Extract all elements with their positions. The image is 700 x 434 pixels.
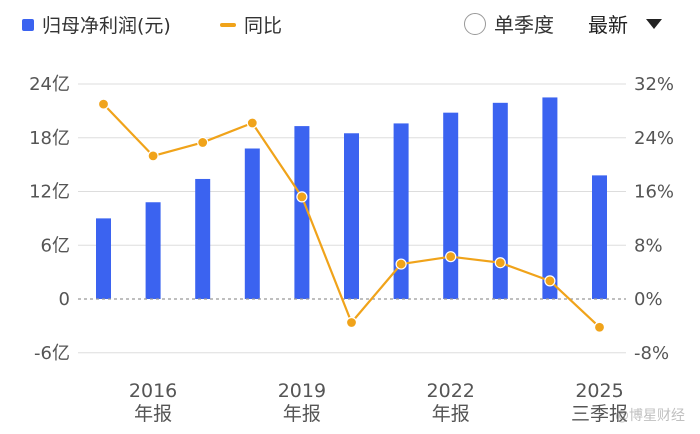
radio-icon[interactable]: [464, 12, 486, 35]
yoy-point: [395, 258, 407, 270]
x-tick-period: 年报: [432, 403, 470, 425]
bar: [145, 202, 161, 299]
yoy-point: [147, 150, 159, 162]
yoy-point: [593, 321, 606, 333]
y-right-tick-label: 24%: [634, 128, 674, 149]
period-label: 最新: [588, 13, 628, 37]
y-left-tick-label: 12亿: [29, 182, 70, 203]
y-left-tick-label: 18亿: [29, 128, 70, 149]
bar: [542, 97, 558, 299]
line-swatch-icon: [220, 22, 236, 27]
yoy-point: [494, 257, 506, 269]
bar: [492, 102, 508, 299]
yoy-point: [544, 275, 556, 287]
bar: [244, 148, 260, 299]
bar: [344, 133, 359, 299]
yoy-point: [445, 251, 457, 263]
single-quarter-toggle[interactable]: 单季度: [464, 9, 554, 38]
bar-swatch-icon: [22, 18, 34, 31]
x-tick-period: 三季报: [571, 403, 628, 425]
x-tick-year: 2025: [575, 380, 623, 402]
legend-bar: 归母净利润(元): [22, 11, 171, 38]
x-tick-year: 2019: [278, 380, 326, 402]
legend-line-label: 同比: [244, 15, 283, 37]
bar: [592, 175, 607, 299]
single-quarter-label: 单季度: [494, 13, 554, 37]
legend-line: 同比: [220, 11, 282, 38]
bar: [294, 126, 310, 300]
watermark: @博星财经: [615, 408, 685, 424]
chevron-down-icon[interactable]: [646, 18, 662, 29]
x-tick-period: 年报: [283, 403, 321, 425]
yoy-point: [97, 98, 110, 110]
y-right-tick-label: 32%: [634, 74, 674, 95]
x-tick-period: 年报: [134, 403, 172, 425]
period-dropdown[interactable]: 最新: [588, 9, 662, 38]
bar: [195, 178, 211, 299]
y-right-tick-label: -8%: [634, 343, 669, 364]
yoy-point: [197, 136, 209, 149]
x-tick-year: 2016: [129, 380, 177, 402]
yoy-point: [345, 316, 358, 329]
x-tick-year: 2022: [427, 380, 475, 402]
bar: [96, 218, 111, 299]
y-right-tick-label: 8%: [634, 235, 663, 256]
y-right-tick-label: 0%: [634, 289, 663, 310]
y-left-tick-label: 6亿: [41, 235, 70, 256]
bar: [443, 112, 459, 300]
y-right-tick-label: 16%: [634, 182, 674, 203]
y-left-tick-label: -6亿: [34, 343, 70, 364]
bar: [393, 123, 409, 300]
yoy-point: [296, 191, 308, 203]
yoy-point: [246, 117, 258, 129]
legend-bar-label: 归母净利润(元): [42, 15, 171, 37]
y-left-tick-label: 0: [59, 289, 70, 310]
chart-header: 归母净利润(元) 同比 单季度 最新: [0, 0, 700, 46]
y-left-tick-label: 24亿: [29, 74, 70, 95]
